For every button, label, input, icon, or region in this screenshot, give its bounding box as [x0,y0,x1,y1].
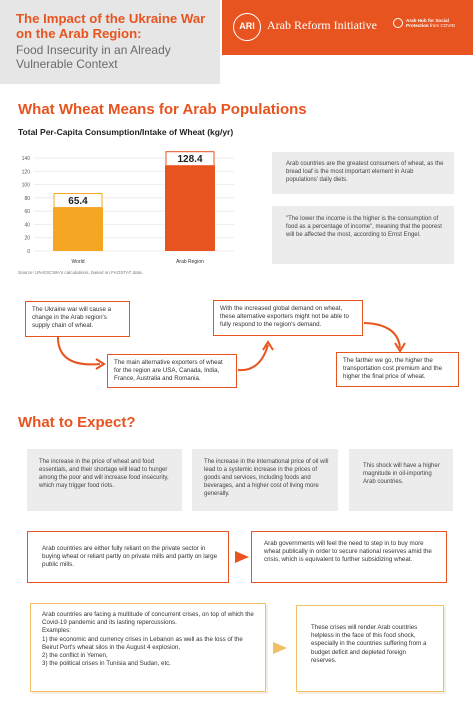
flow-step-4: The farther we go, the higher the transp… [336,352,459,387]
page-title: The Impact of the Ukraine War on the Ara… [16,11,206,41]
expect-text-hunger: The increase in the price of wheat and f… [39,459,169,489]
hub-name: Arab Hub for Social Protection from COVI… [406,18,472,29]
crises-box: Arab countries are facing a multitude of… [30,603,266,692]
flow-step-3-text: With the increased global demand on whea… [220,305,349,329]
arrow-3-icon [363,322,401,349]
info-box-consumers: Arab countries are the greatest consumer… [272,152,454,194]
x-tick-label: Arab Region [176,259,204,265]
bar-value-label: 65.4 [68,196,88,207]
flow-step-4-text: The farther we go, the higher the transp… [343,357,443,381]
crises-intro: Arab countries are facing a multitude of… [42,611,254,627]
reliance-text: Arab countries are either fully reliant … [42,545,218,569]
info-text-engel: "The lower the income is the higher is t… [286,216,442,238]
chart-title: Total Per-Capita Consumption/Intake of W… [18,127,234,137]
arrow-2-icon [237,344,269,372]
y-tick-label: 100 [22,183,31,189]
y-tick-label: 140 [22,156,31,162]
flow-step-3: With the increased global demand on whea… [213,300,363,336]
flow-step-1: The Ukraine war will cause a change in t… [25,301,130,337]
info-text-consumers: Arab countries are the greatest consumer… [286,161,444,183]
crises-examples-label: Examples: [42,627,71,635]
expect-box-oil: The increase in the international price … [192,449,338,511]
crises-example-1: 1) the economic and currency crises in L… [42,635,243,651]
reliance-box: Arab countries are either fully reliant … [27,531,229,583]
governments-text: Arab governments will feel the need to s… [264,540,432,564]
wheat-bar-chart: 0 20 40 60 80 100 120 140 65.4 World 128.4 Arab Reg… [22,151,234,265]
x-tick-label: World [72,259,85,265]
crises-example-3: 3) the political crises in Tunisia and S… [42,660,171,668]
expect-box-hunger: The increase in the price of wheat and f… [27,449,182,511]
bar-value-box [53,193,103,209]
bar [165,165,215,251]
section-title-expect: What to Expect? [18,414,136,431]
expect-text-oil: The increase in the international price … [204,459,329,497]
helpless-text: These crises will render Arab countries … [311,624,427,664]
ari-logo: ARI [233,13,261,41]
flow-step-2: The main alternative exporters of wheat … [107,354,237,388]
hub-sub: from COVID [430,23,456,29]
crises-example-2: 2) the conflict in Yemen, [42,652,108,660]
flow-arrows [56,322,406,372]
arrow-right-icon [235,551,249,563]
info-box-engel: "The lower the income is the higher is t… [272,206,454,264]
title-panel: The Impact of the Ukraine War on the Ara… [0,0,220,84]
chart-source: Source: UN-ESCWA's calculations, based o… [18,270,143,275]
bar-value-box [165,151,215,167]
arrow-right-icon-2 [273,642,287,654]
helpless-box: These crises will render Arab countries … [296,605,444,692]
hub-title: Arab Hub for Social Protection [406,18,449,29]
y-tick-label: 20 [24,236,30,242]
section-title-wheat: What Wheat Means for Arab Populations [18,101,307,118]
bar [53,207,103,251]
y-tick-label: 0 [27,249,30,255]
y-tick-label: 60 [24,209,30,215]
governments-box: Arab governments will feel the need to s… [251,531,447,583]
y-tick-label: 120 [22,169,31,175]
hub-logo-icon [393,18,403,28]
bar-value-label: 128.4 [177,154,202,165]
y-tick-label: 40 [24,222,30,228]
y-tick-label: 80 [24,196,30,202]
brand-bar: ARI Arab Reform Initiative Arab Hub for … [222,0,473,55]
flow-step-2-text: The main alternative exporters of wheat … [114,359,223,383]
expect-text-magnitude: This shock will have a higher magnitude … [363,463,440,485]
expect-box-magnitude: This shock will have a higher magnitude … [349,449,453,511]
org-name: Arab Reform Initiative [267,18,377,32]
arrow-1-icon [56,333,101,366]
flow-step-1-text: The Ukraine war will cause a change in t… [32,306,112,330]
page-subtitle: Food Insecurity in an Already Vulnerable… [16,43,171,71]
